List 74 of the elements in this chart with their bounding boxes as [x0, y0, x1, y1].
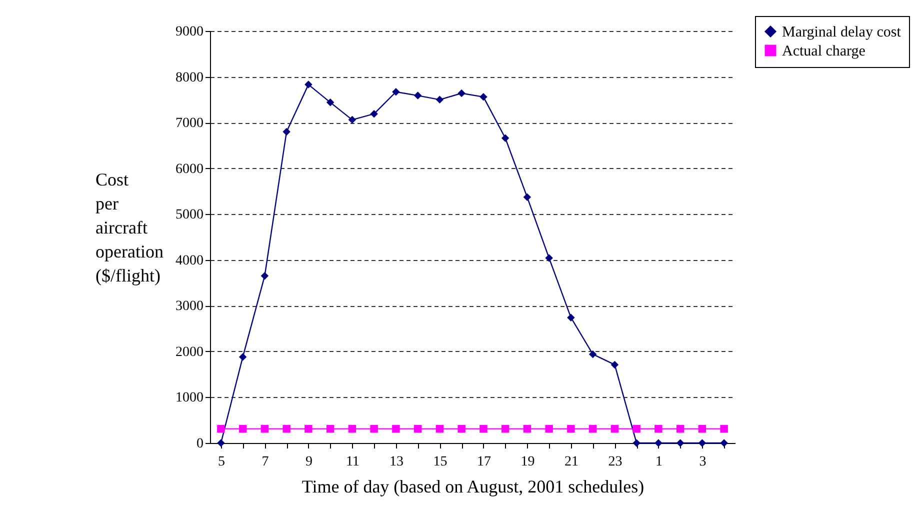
y-tick-label: 2000 [176, 344, 204, 360]
point [676, 439, 684, 447]
point [238, 353, 247, 361]
y-tick-label: 4000 [176, 253, 204, 268]
point [545, 254, 553, 262]
x-tick-label: 23 [608, 454, 622, 470]
y-tick-label: 7000 [176, 116, 204, 132]
point [567, 314, 575, 322]
point [304, 80, 312, 88]
point [523, 193, 532, 202]
point [260, 424, 269, 433]
point [698, 424, 706, 433]
y-tick-label: 9000 [176, 24, 204, 40]
point [720, 424, 728, 433]
x-tick-label: 11 [346, 454, 360, 470]
point [217, 439, 225, 447]
point [326, 98, 334, 106]
y-tick-label: 8000 [176, 70, 204, 86]
point [282, 128, 290, 136]
point [282, 424, 290, 433]
point [238, 424, 247, 433]
x-tick-label: 15 [433, 454, 448, 470]
point [588, 424, 597, 433]
point [414, 92, 422, 100]
y-tick-label: 3000 [176, 299, 204, 314]
point [545, 424, 553, 433]
point [436, 424, 444, 433]
point [480, 424, 488, 433]
point [458, 424, 466, 433]
point [610, 360, 619, 369]
x-tick-label: 3 [699, 454, 706, 470]
point [217, 424, 225, 433]
x-axis-title: Time of day (based on August, 2001 schedules) [302, 476, 644, 496]
y-axis-title: Cost per aircraft operation ($/flight) [96, 170, 164, 286]
point [370, 424, 378, 433]
point [720, 439, 728, 447]
point [501, 134, 510, 142]
point [632, 424, 640, 433]
point [567, 424, 575, 433]
point [370, 110, 378, 118]
point [480, 93, 488, 101]
point [458, 89, 466, 98]
y-tick-label: 5000 [176, 208, 204, 223]
y-tick-label: 1000 [176, 390, 204, 406]
point [501, 424, 510, 433]
x-tick-label: 21 [564, 454, 578, 470]
point [348, 424, 356, 433]
point [260, 272, 269, 280]
point [436, 96, 444, 104]
x-tick-label: 9 [305, 454, 312, 470]
point [632, 439, 640, 447]
x-tick-label: 7 [262, 454, 269, 470]
x-tick-label: 1 [655, 454, 662, 470]
y-tick-label: 6000 [176, 162, 204, 177]
point [326, 424, 334, 433]
point [654, 424, 662, 433]
point [676, 424, 684, 433]
point [392, 88, 400, 96]
x-tick-label: 17 [476, 454, 491, 470]
legend-label: Marginal delay cost [782, 24, 902, 40]
point [523, 424, 532, 433]
point [610, 424, 619, 433]
point [392, 424, 400, 433]
x-tick-label: 5 [218, 454, 225, 470]
x-tick-label: 13 [389, 454, 404, 470]
point [348, 116, 356, 124]
point [698, 439, 706, 447]
x-tick-label: 19 [520, 454, 535, 470]
point [654, 439, 662, 447]
legend-label: Actual charge [782, 44, 866, 60]
point [588, 350, 597, 358]
point [304, 424, 312, 433]
point [414, 424, 422, 433]
y-tick-label: 0 [196, 436, 204, 452]
